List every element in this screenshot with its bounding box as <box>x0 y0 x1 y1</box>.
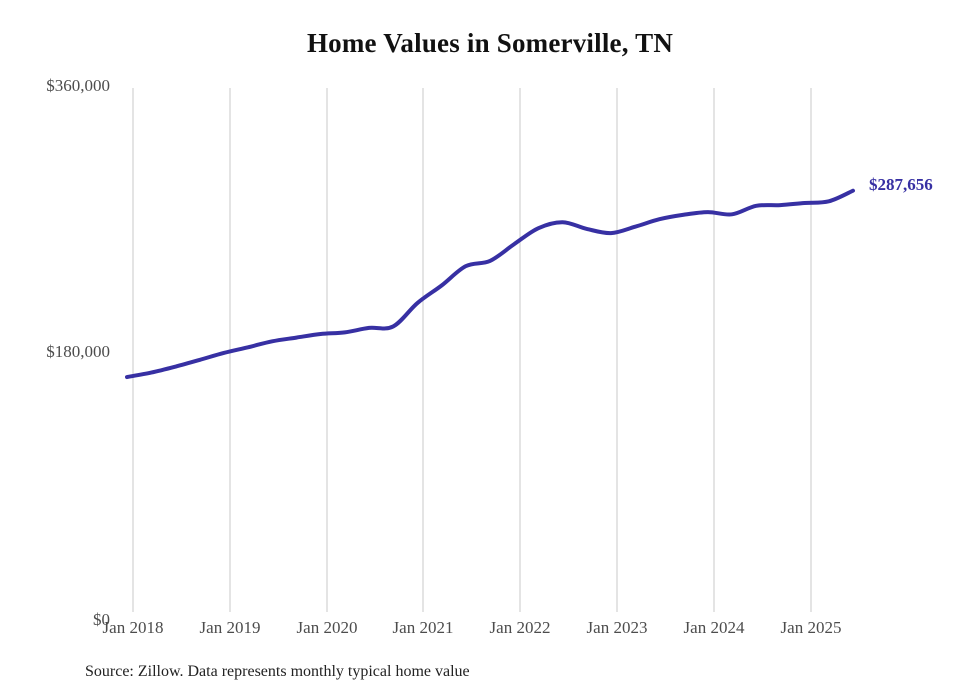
x-axis-tick-jan-2023: Jan 2023 <box>586 618 648 637</box>
end-value-annotation: $287,656 <box>869 174 933 194</box>
page-title: Home Values in Somerville, TN <box>306 28 674 58</box>
y-axis-tick-360000: $360,000 <box>46 76 110 95</box>
x-axis-tick-jan-2025: Jan 2025 <box>780 618 842 637</box>
x-axis-tick-jan-2020: Jan 2020 <box>296 618 358 637</box>
source-note: Source: Zillow. Data represents monthly … <box>85 663 470 680</box>
y-axis-tick-180000: $180,000 <box>46 342 110 361</box>
x-axis-tick-jan-2021: Jan 2021 <box>392 618 454 637</box>
y-axis-tick-0: $0 <box>93 610 110 629</box>
x-axis-tick-jan-2019: Jan 2019 <box>199 618 261 637</box>
home-value-series-line <box>125 188 855 380</box>
x-axis-tick-jan-2018: Jan 2018 <box>102 618 164 637</box>
x-axis-tick-jan-2022: Jan 2022 <box>489 618 551 637</box>
x-axis-tick-jan-2024: Jan 2024 <box>683 618 745 637</box>
